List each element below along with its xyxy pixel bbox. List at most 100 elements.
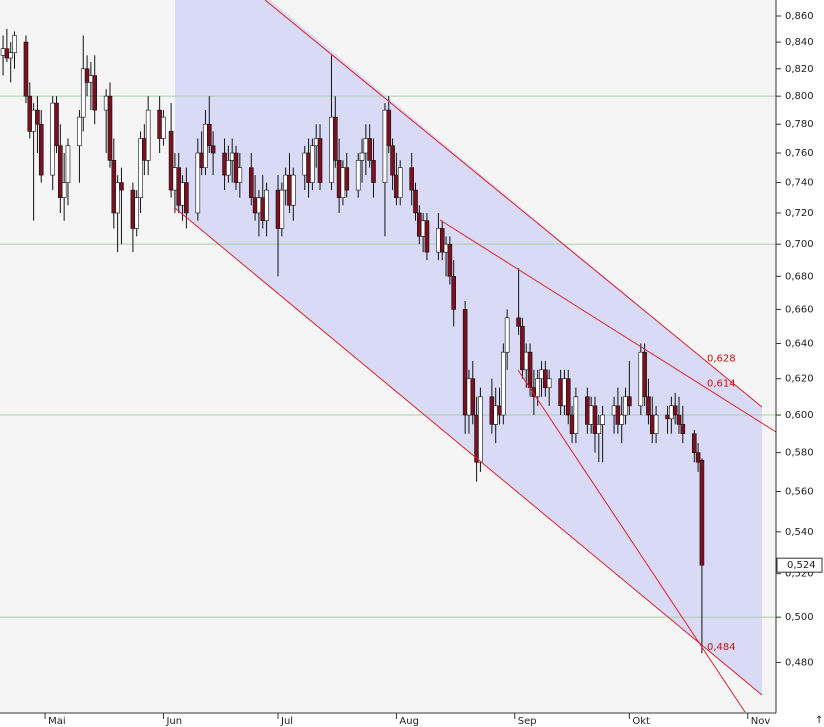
candle-body	[569, 414, 575, 434]
candle-body	[355, 160, 361, 191]
x-tick-label: Nov	[751, 716, 771, 727]
y-tick-label: 0,640	[785, 339, 814, 350]
candle-body	[382, 109, 388, 183]
trend-lines	[174, 0, 777, 713]
candle-body	[447, 243, 453, 277]
candle-body	[413, 189, 418, 214]
y-tick-label: 0,580	[785, 448, 814, 459]
candle-body	[638, 351, 644, 407]
candle-body	[161, 116, 166, 139]
candle-body	[287, 174, 292, 206]
y-tick-label: 0,480	[785, 657, 814, 668]
candle-body	[77, 116, 82, 147]
candle-body	[275, 189, 281, 229]
candle-body	[394, 174, 399, 198]
x-tick-label: Jun	[165, 716, 182, 727]
y-tick-label: 0,720	[785, 208, 814, 219]
candle-body	[543, 369, 548, 388]
candle-body	[596, 424, 602, 434]
candle-body	[199, 152, 204, 169]
candle-body	[103, 95, 109, 111]
candle-body	[58, 145, 63, 198]
candle-body	[336, 160, 342, 198]
candle-body	[359, 152, 365, 161]
candle-body	[134, 197, 140, 229]
scroll-arrow: ↑	[815, 715, 823, 726]
candle-body	[504, 317, 510, 353]
candle-body	[523, 351, 529, 371]
candle-body	[283, 174, 288, 191]
candle-body	[600, 414, 605, 425]
candle-body	[252, 197, 258, 214]
candle-body	[107, 95, 113, 161]
candle-body	[4, 48, 10, 59]
candle-body	[31, 109, 36, 132]
candle-body	[130, 189, 136, 229]
candle-body	[573, 396, 579, 434]
candle-body	[390, 145, 395, 176]
candle-body	[699, 460, 705, 566]
candle-body	[439, 228, 445, 253]
candle-body	[65, 145, 71, 183]
candle-body	[497, 405, 502, 416]
candle-body	[478, 396, 483, 463]
candle-body	[565, 378, 571, 416]
candle-body	[290, 174, 296, 206]
y-tick-label: 0,760	[785, 148, 814, 159]
y-tick-label: 0,840	[785, 37, 814, 48]
x-tick-label: Aug	[399, 716, 419, 727]
candle-body	[27, 95, 33, 132]
candle-body	[451, 276, 456, 310]
candle-body	[466, 378, 472, 416]
y-tick-label: 0,680	[785, 271, 814, 282]
y-tick-label: 0,540	[785, 527, 814, 538]
candle-body	[646, 396, 651, 416]
candle-body	[157, 109, 162, 139]
candle-body	[264, 189, 269, 221]
candle-body	[0, 48, 6, 56]
candle-body	[424, 220, 430, 253]
candle-body	[184, 182, 189, 214]
candle-body	[332, 116, 338, 161]
candle-body	[222, 152, 227, 176]
candle-body	[520, 326, 525, 371]
candle-body	[649, 414, 655, 434]
candle-body	[695, 452, 701, 463]
level-label: 0,614	[707, 378, 736, 389]
candle-body	[329, 116, 334, 183]
candle-body	[535, 378, 541, 398]
candle-body	[226, 160, 231, 176]
candle-body	[489, 396, 495, 425]
candle-body	[409, 167, 414, 191]
candle-body	[256, 197, 262, 214]
candle-body	[80, 68, 86, 118]
candle-body	[474, 414, 479, 463]
candle-body	[35, 109, 40, 125]
y-tick-label: 0,800	[785, 91, 814, 102]
candle-body	[585, 396, 590, 425]
trend-line	[174, 207, 763, 696]
candle-body	[619, 414, 625, 425]
candle-body	[539, 369, 544, 380]
last-price-label: 0,524	[787, 560, 816, 571]
candle-body	[417, 212, 422, 237]
candle-body	[195, 152, 201, 214]
candle-body	[23, 41, 29, 97]
level-label: 0,484	[707, 642, 736, 653]
candle-body	[38, 123, 44, 176]
y-tick-label: 0,740	[785, 178, 814, 189]
candle-body	[310, 145, 315, 183]
y-tick-label: 0,660	[785, 304, 814, 315]
y-tick-label: 0,620	[785, 374, 814, 385]
candle-body	[611, 405, 617, 416]
candle-body	[627, 396, 632, 407]
candle-body	[119, 182, 124, 191]
candle-body	[138, 138, 143, 198]
y-tick-label: 0,780	[785, 119, 814, 130]
candle-body	[501, 351, 506, 416]
candle-body	[558, 378, 563, 407]
candle-body	[676, 414, 682, 425]
candle-body	[527, 351, 533, 388]
candle-body	[470, 378, 476, 416]
